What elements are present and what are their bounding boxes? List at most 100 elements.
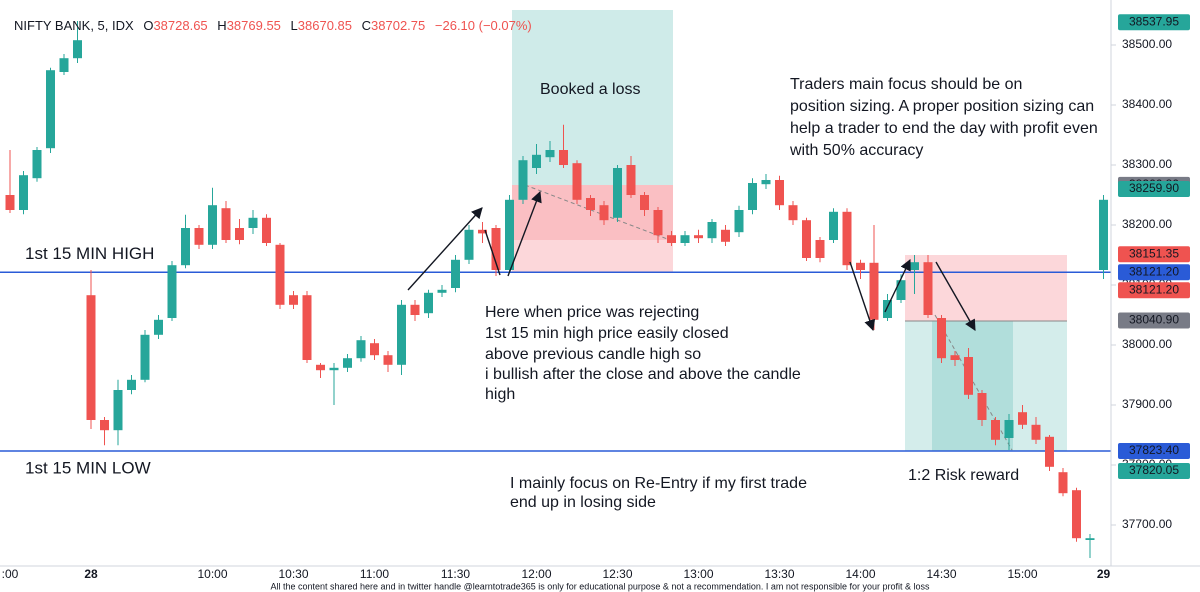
candle-body — [532, 154, 541, 168]
candle-body — [896, 280, 906, 300]
x-tick-label: 13:00 — [683, 567, 713, 581]
candle-body — [154, 319, 163, 335]
x-tick-label: 14:30 — [926, 567, 956, 581]
legend-change: −26.10 (−0.07%) — [435, 18, 532, 33]
x-tick-label: 29 — [1097, 567, 1111, 581]
annotation: Booked a loss — [540, 81, 641, 98]
candle-body — [653, 210, 663, 236]
axis-labels: 37700.0037800.0037900.0038000.0038100.00… — [2, 14, 1190, 581]
price-marker-label: 37823.40 — [1129, 443, 1179, 457]
legend: NIFTY BANK, 5, IDX O38728.65 H38769.55 L… — [14, 18, 532, 33]
price-marker — [1118, 462, 1190, 479]
loss-zone-filled — [512, 185, 673, 240]
candle-body — [775, 180, 784, 206]
candle-body — [73, 40, 82, 59]
candle-body — [437, 289, 447, 293]
candle-body — [1072, 490, 1081, 539]
price-marker-label: 38151.35 — [1129, 246, 1179, 260]
candle-body — [1031, 424, 1041, 440]
annotation: position sizing. A proper position sizin… — [790, 98, 1094, 115]
candle-body — [194, 228, 204, 245]
candle-body — [343, 358, 352, 368]
arrow — [407, 207, 483, 291]
candle-body — [1085, 538, 1095, 540]
candle-body — [113, 390, 123, 431]
candle-body — [667, 235, 676, 243]
legend-key: H — [217, 18, 226, 33]
y-tick-label: 37900.00 — [1122, 397, 1172, 411]
candle-body — [842, 211, 852, 266]
candle-body — [977, 393, 987, 420]
annotation: I mainly focus on Re-Entry if my first t… — [510, 475, 807, 492]
candle-body — [167, 265, 177, 318]
candle-body — [991, 420, 1000, 440]
legend-value: 38670.85 — [298, 18, 352, 33]
price-marker-label: 38259.90 — [1129, 181, 1179, 195]
legend-value: 38702.75 — [371, 18, 425, 33]
annotation: end up in losing side — [510, 494, 656, 511]
price-marker — [1118, 14, 1190, 31]
candle-body — [1045, 436, 1054, 467]
candle-body — [221, 208, 231, 240]
candle-body — [829, 211, 838, 240]
candle-body — [370, 343, 379, 356]
candle-body — [910, 262, 919, 270]
annotation: Here when price was rejecting — [485, 304, 699, 321]
y-tick-label: 38500.00 — [1122, 37, 1172, 51]
candle-body — [937, 318, 946, 359]
candle-body — [734, 210, 744, 233]
x-tick-label: 12:00 — [521, 567, 551, 581]
legend-value: 38769.55 — [227, 18, 281, 33]
candle-body — [721, 229, 730, 242]
candle-body — [748, 183, 757, 210]
annotation: with 50% accuracy — [789, 142, 923, 159]
y-tick-label: 38200.00 — [1122, 217, 1172, 231]
price-marker-label: 38040.90 — [1129, 313, 1179, 327]
candle-body — [518, 160, 528, 200]
candle-body — [1018, 412, 1027, 425]
y-tick-label: 38000.00 — [1122, 337, 1172, 351]
x-tick-label: 15:00 — [1007, 567, 1037, 581]
candle-body — [599, 205, 609, 221]
candle-body — [586, 198, 595, 210]
candle-body — [235, 228, 244, 240]
annotation: Traders main focus should be on — [790, 76, 1022, 93]
legend-key: L — [291, 18, 298, 33]
x-tick-label: 12:30 — [602, 567, 632, 581]
arrow — [484, 229, 501, 276]
candle-body — [1058, 472, 1068, 494]
annotation: above previous candle high so — [485, 346, 701, 363]
price-marker — [1118, 181, 1190, 198]
level-label: 1st 15 MIN HIGH — [25, 244, 154, 263]
price-marker-label: 37820.05 — [1129, 463, 1179, 477]
candle-body — [397, 304, 406, 365]
candle-body — [802, 220, 811, 258]
candle-body — [32, 150, 42, 179]
price-marker — [1118, 264, 1190, 281]
candle-body — [883, 300, 892, 318]
candle-body — [46, 70, 55, 149]
x-tick-label: 11:30 — [441, 567, 470, 581]
candle-body — [761, 180, 771, 185]
candle-body — [707, 222, 717, 239]
symbol: NIFTY BANK, 5, IDX — [14, 18, 134, 33]
trade-path — [524, 184, 671, 241]
level-label: 1st 15 MIN LOW — [25, 458, 151, 477]
x-tick-label: 13:30 — [764, 567, 794, 581]
arrow — [935, 261, 976, 331]
price-marker-label: 38537.95 — [1129, 14, 1179, 28]
x-tick-label: 10:00 — [197, 567, 227, 581]
candle-body — [545, 150, 555, 158]
price-marker — [1118, 442, 1190, 459]
candle-body — [5, 195, 15, 210]
candle-body — [302, 295, 312, 360]
annotation: high — [485, 386, 515, 403]
candle-body — [410, 304, 420, 315]
candle-body — [559, 150, 568, 165]
arrow — [884, 258, 911, 313]
legend-value: 38728.65 — [153, 18, 207, 33]
price-marker — [1118, 312, 1190, 329]
candle-body — [694, 235, 703, 239]
x-tick-label: 10:30 — [278, 567, 308, 581]
